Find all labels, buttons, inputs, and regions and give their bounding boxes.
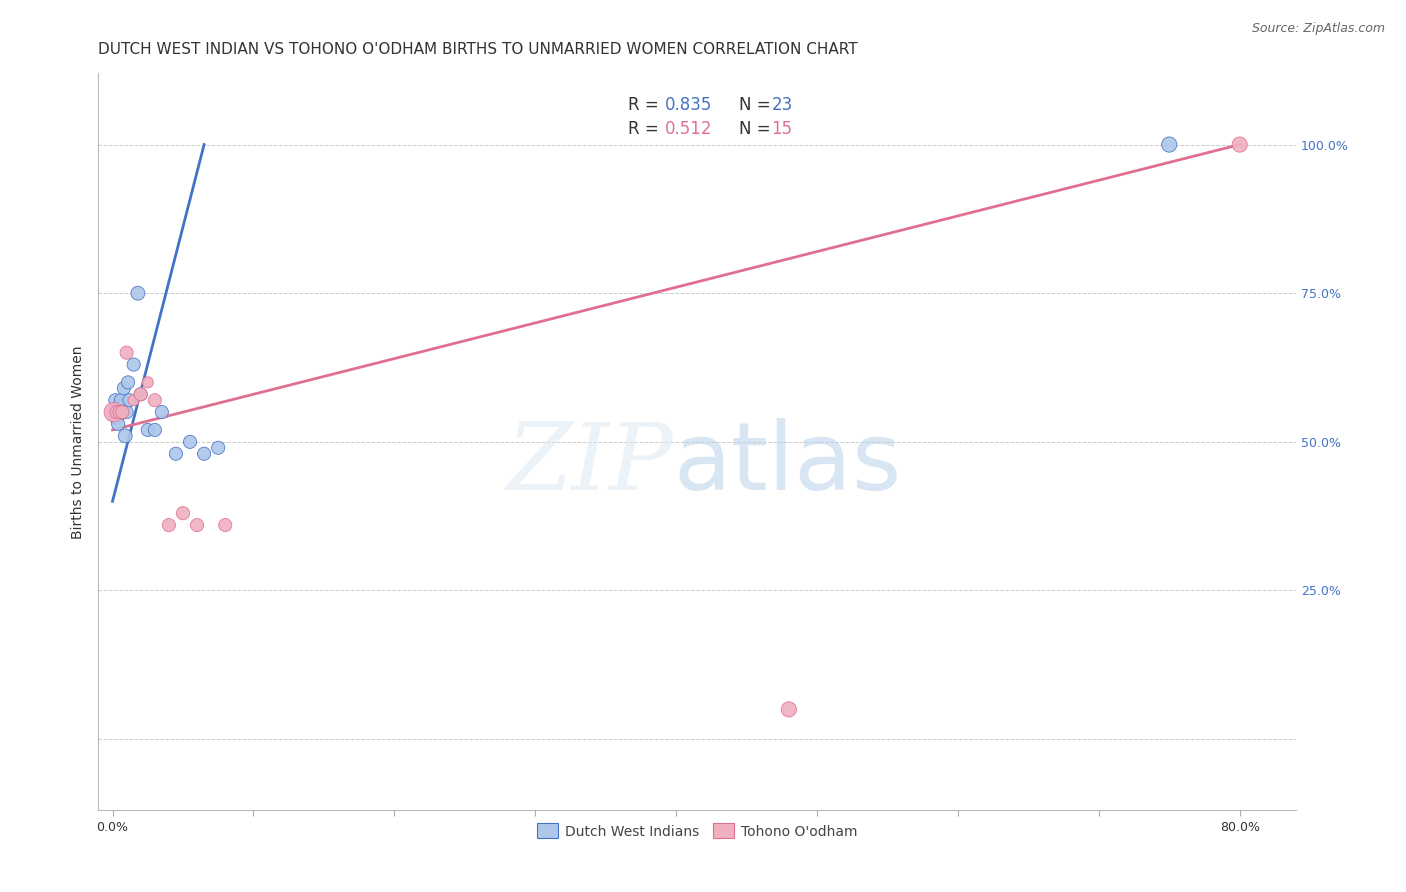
Text: atlas: atlas xyxy=(673,418,901,510)
Text: 15: 15 xyxy=(772,120,793,138)
Point xyxy=(122,393,145,408)
Point xyxy=(1159,137,1181,152)
Point xyxy=(118,393,141,408)
Text: DUTCH WEST INDIAN VS TOHONO O'ODHAM BIRTHS TO UNMARRIED WOMEN CORRELATION CHART: DUTCH WEST INDIAN VS TOHONO O'ODHAM BIRT… xyxy=(98,42,858,57)
Point xyxy=(179,434,201,449)
Point xyxy=(136,423,159,437)
Point xyxy=(143,423,166,437)
Point xyxy=(165,447,187,461)
Point xyxy=(1229,137,1251,152)
Point xyxy=(172,506,194,520)
Text: 0.835: 0.835 xyxy=(665,96,713,114)
Legend: Dutch West Indians, Tohono O'odham: Dutch West Indians, Tohono O'odham xyxy=(531,818,863,844)
Point xyxy=(103,405,125,419)
Point xyxy=(112,381,135,395)
Point xyxy=(186,518,208,533)
Point xyxy=(143,393,166,408)
Point xyxy=(778,702,800,716)
Text: Source: ZipAtlas.com: Source: ZipAtlas.com xyxy=(1251,22,1385,36)
Text: 23: 23 xyxy=(772,96,793,114)
Point xyxy=(105,411,128,425)
Point xyxy=(150,405,173,419)
Point xyxy=(108,405,131,419)
Point xyxy=(117,376,139,390)
Point xyxy=(103,405,125,419)
Text: R =: R = xyxy=(628,96,664,114)
Point xyxy=(207,441,229,455)
Point xyxy=(157,518,180,533)
Point xyxy=(214,518,236,533)
Text: 0.512: 0.512 xyxy=(665,120,713,138)
Point xyxy=(110,393,132,408)
Point xyxy=(115,405,138,419)
Point xyxy=(122,358,145,372)
Point xyxy=(115,345,138,359)
Point xyxy=(111,405,134,419)
Text: N =: N = xyxy=(740,120,776,138)
Point xyxy=(107,417,129,431)
Point xyxy=(114,429,136,443)
Point xyxy=(136,376,159,390)
Point xyxy=(105,405,128,419)
Y-axis label: Births to Unmarried Women: Births to Unmarried Women xyxy=(72,345,86,539)
Point xyxy=(111,405,134,419)
Text: ZIP: ZIP xyxy=(506,419,673,509)
Point xyxy=(129,387,152,401)
Point xyxy=(193,447,215,461)
Point xyxy=(129,387,152,401)
Point xyxy=(108,399,131,413)
Point xyxy=(104,393,127,408)
Point xyxy=(127,286,149,301)
Text: R =: R = xyxy=(628,120,664,138)
Text: N =: N = xyxy=(740,96,776,114)
